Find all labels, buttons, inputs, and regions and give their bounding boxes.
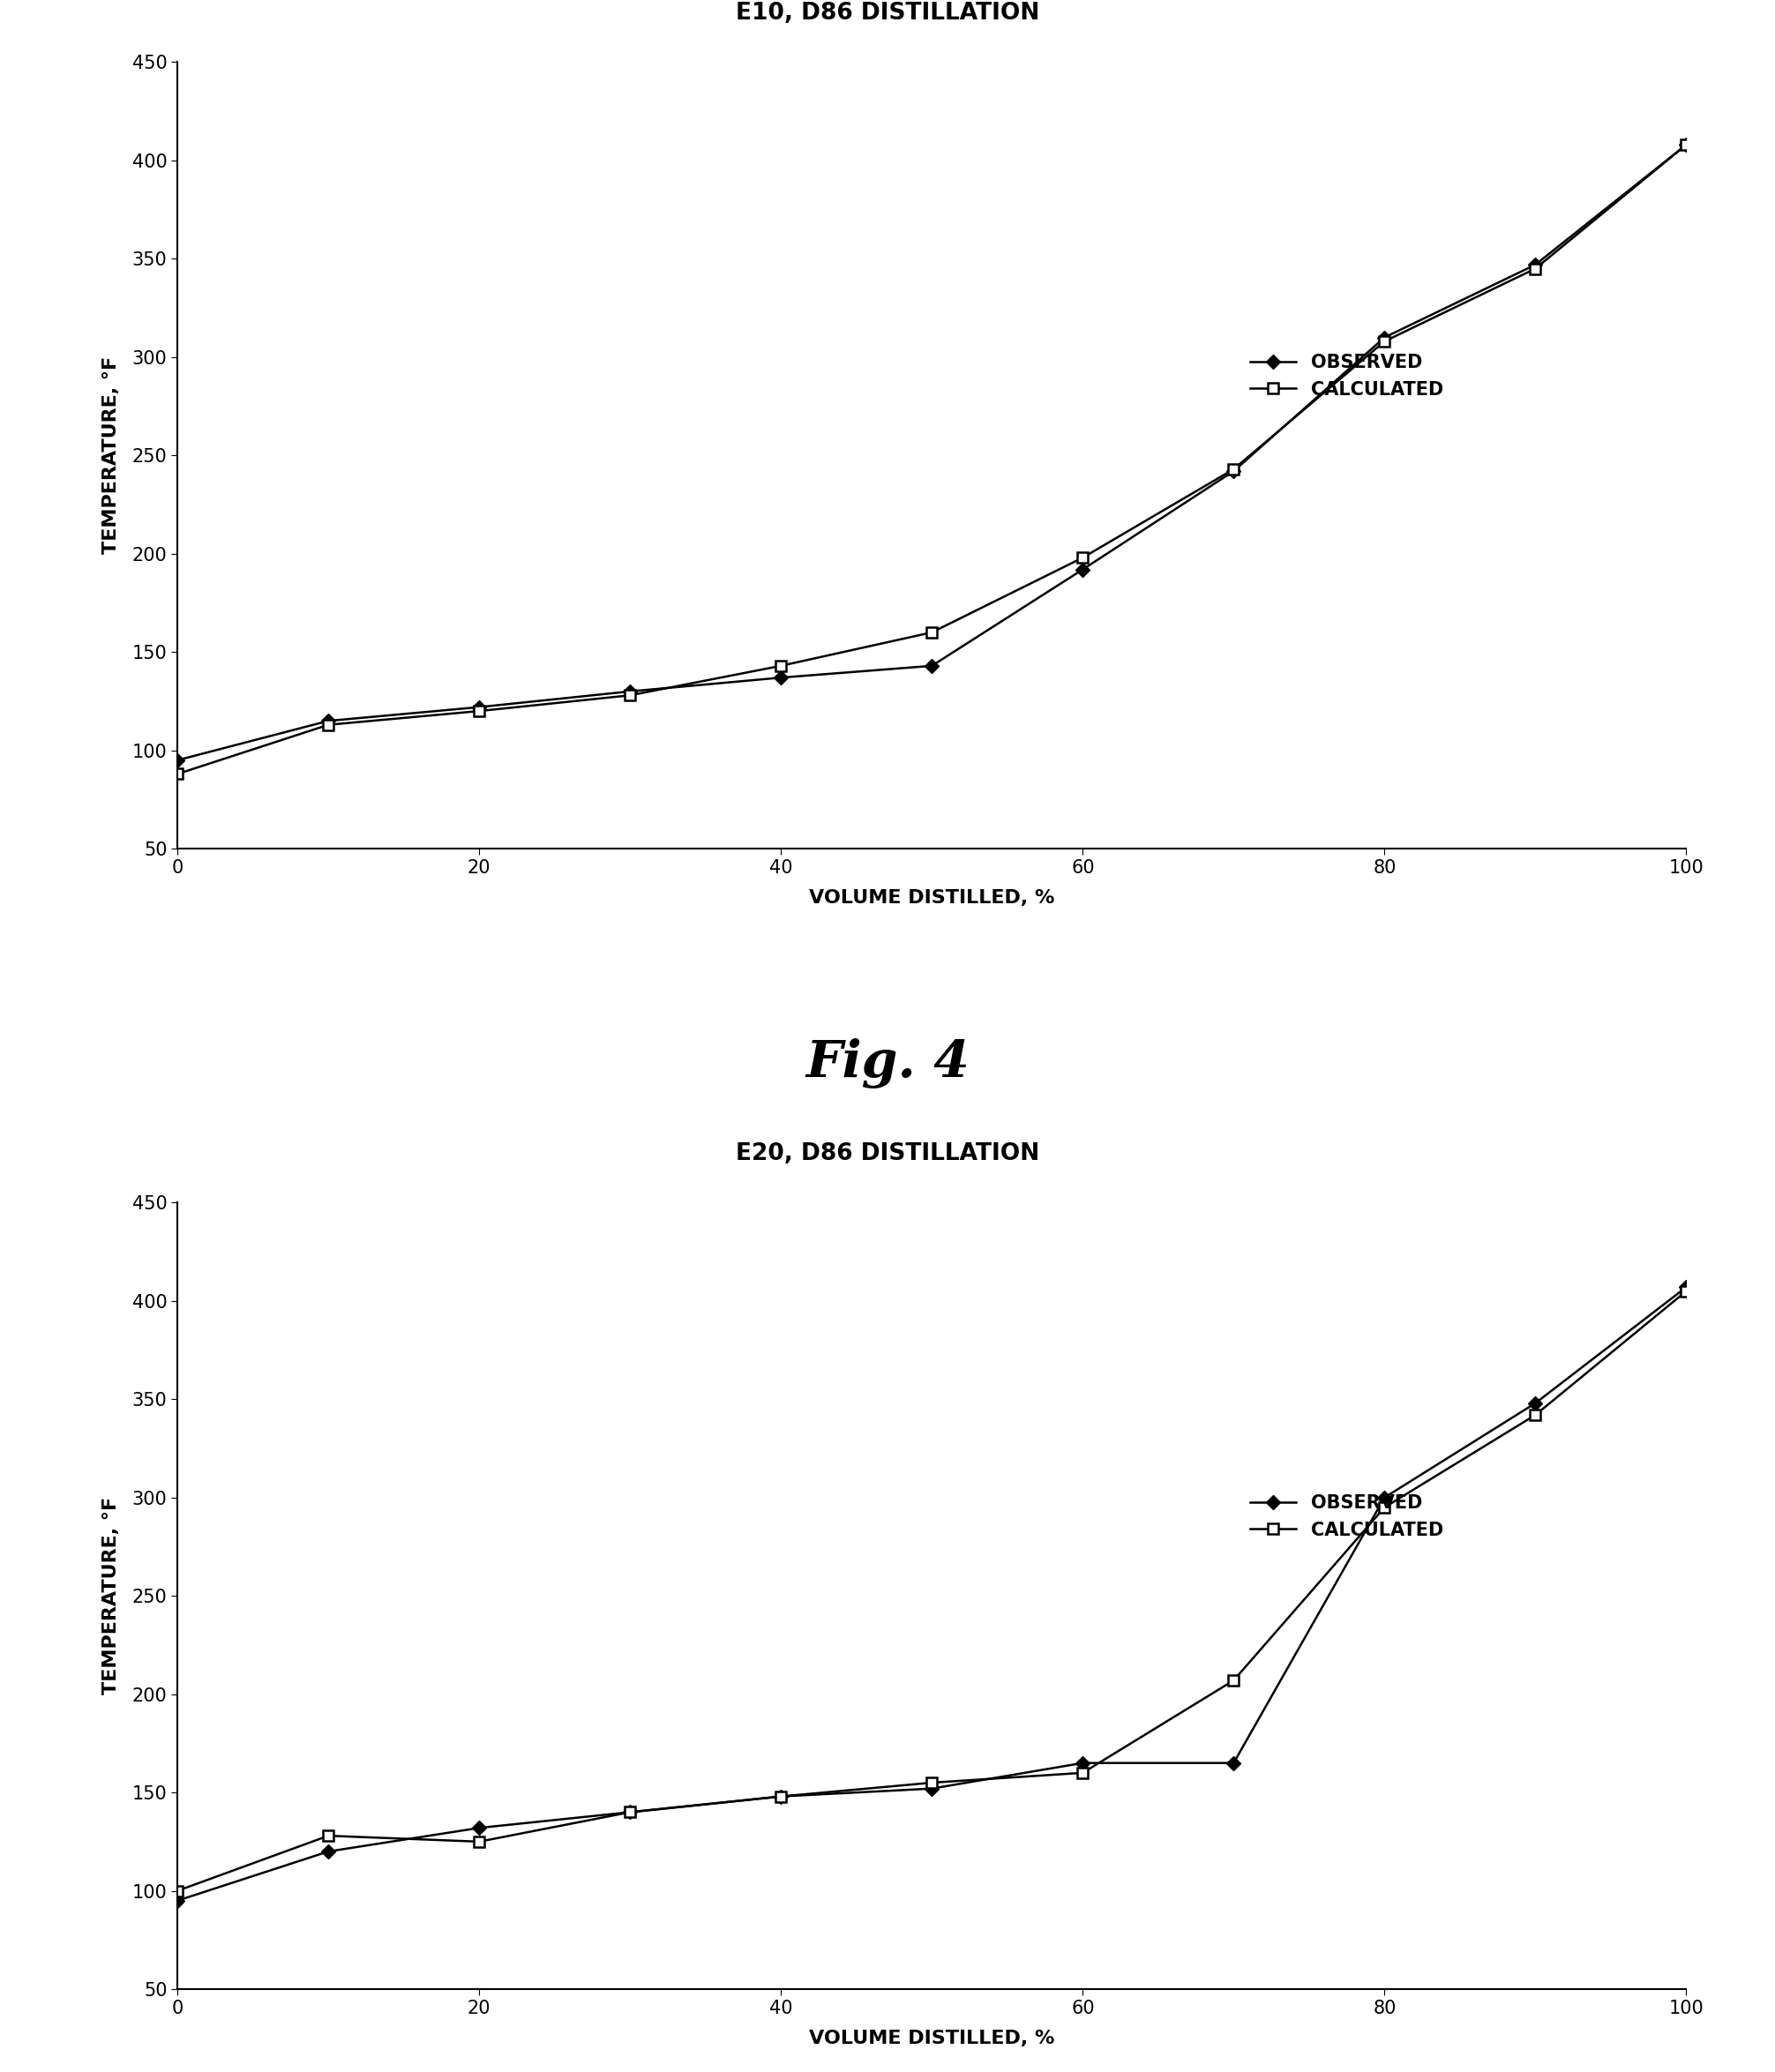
OBSERVED bbox=[1676, 133, 1697, 157]
OBSERVED bbox=[619, 680, 641, 704]
OBSERVED bbox=[921, 1776, 943, 1801]
Y-axis label: TEMPERATURE, °F: TEMPERATURE, °F bbox=[103, 1496, 119, 1695]
CALCULATED bbox=[167, 762, 188, 787]
OBSERVED bbox=[921, 653, 943, 678]
Text: Fig. 4: Fig. 4 bbox=[806, 1038, 969, 1088]
OBSERVED bbox=[1223, 458, 1244, 483]
OBSERVED bbox=[1374, 325, 1395, 350]
CALCULATED bbox=[921, 1769, 943, 1794]
OBSERVED bbox=[1223, 1751, 1244, 1776]
CALCULATED bbox=[1676, 1278, 1697, 1303]
OBSERVED bbox=[469, 1815, 490, 1840]
CALCULATED bbox=[1223, 1668, 1244, 1693]
OBSERVED bbox=[1072, 1751, 1093, 1776]
Legend: OBSERVED, CALCULATED: OBSERVED, CALCULATED bbox=[1242, 1488, 1450, 1546]
CALCULATED bbox=[318, 713, 339, 738]
CALCULATED bbox=[770, 653, 792, 678]
CALCULATED bbox=[619, 684, 641, 709]
OBSERVED bbox=[1374, 1486, 1395, 1510]
OBSERVED bbox=[619, 1801, 641, 1825]
X-axis label: VOLUME DISTILLED, %: VOLUME DISTILLED, % bbox=[809, 889, 1054, 908]
CALCULATED bbox=[1374, 1494, 1395, 1519]
OBSERVED bbox=[167, 748, 188, 773]
Legend: OBSERVED, CALCULATED: OBSERVED, CALCULATED bbox=[1242, 346, 1450, 406]
OBSERVED bbox=[167, 1888, 188, 1912]
CALCULATED bbox=[619, 1801, 641, 1825]
Y-axis label: TEMPERATURE, °F: TEMPERATURE, °F bbox=[103, 356, 119, 555]
Line: CALCULATED: CALCULATED bbox=[172, 139, 1692, 779]
CALCULATED bbox=[1072, 545, 1093, 570]
CALCULATED bbox=[1525, 257, 1546, 282]
Line: OBSERVED: OBSERVED bbox=[172, 139, 1692, 765]
OBSERVED bbox=[770, 1784, 792, 1809]
Text: E20, D86 DISTILLATION: E20, D86 DISTILLATION bbox=[735, 1142, 1040, 1164]
CALCULATED bbox=[469, 698, 490, 723]
CALCULATED bbox=[1072, 1761, 1093, 1786]
OBSERVED bbox=[469, 694, 490, 719]
CALCULATED bbox=[770, 1784, 792, 1809]
CALCULATED bbox=[1525, 1403, 1546, 1428]
Line: CALCULATED: CALCULATED bbox=[172, 1285, 1692, 1896]
Text: E10, D86 DISTILLATION: E10, D86 DISTILLATION bbox=[735, 2, 1040, 25]
Line: OBSERVED: OBSERVED bbox=[172, 1283, 1692, 1906]
CALCULATED bbox=[318, 1823, 339, 1848]
CALCULATED bbox=[1676, 133, 1697, 157]
OBSERVED bbox=[1525, 253, 1546, 278]
CALCULATED bbox=[921, 620, 943, 644]
OBSERVED bbox=[1525, 1390, 1546, 1415]
OBSERVED bbox=[770, 665, 792, 690]
OBSERVED bbox=[318, 709, 339, 733]
CALCULATED bbox=[469, 1830, 490, 1854]
CALCULATED bbox=[1374, 329, 1395, 354]
OBSERVED bbox=[1676, 1274, 1697, 1299]
OBSERVED bbox=[1072, 557, 1093, 582]
CALCULATED bbox=[167, 1879, 188, 1904]
X-axis label: VOLUME DISTILLED, %: VOLUME DISTILLED, % bbox=[809, 2028, 1054, 2047]
OBSERVED bbox=[318, 1840, 339, 1865]
CALCULATED bbox=[1223, 456, 1244, 481]
